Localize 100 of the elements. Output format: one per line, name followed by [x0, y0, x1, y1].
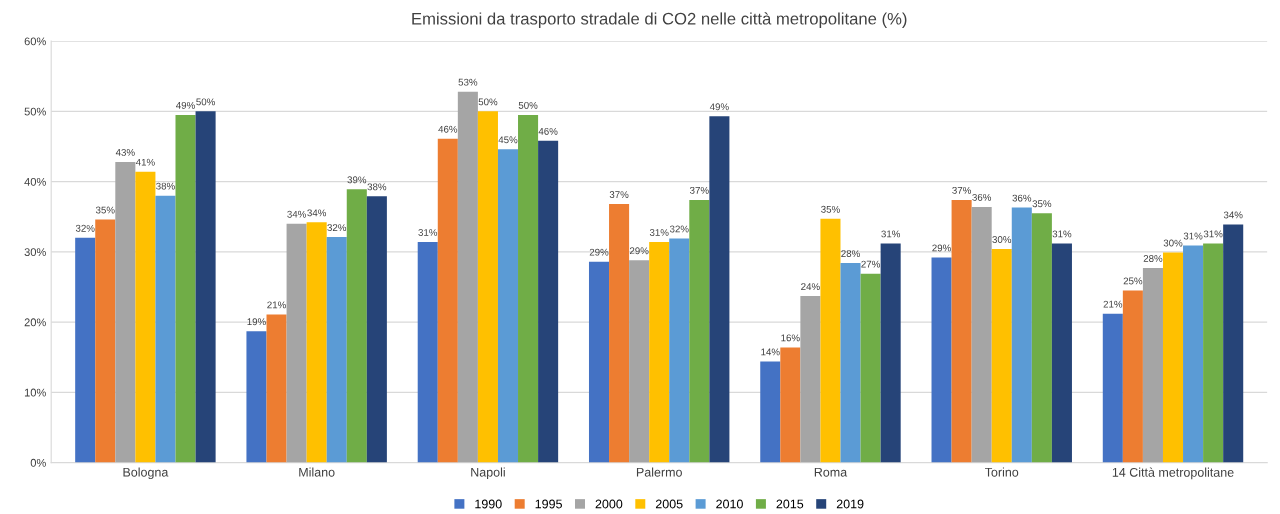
- bar: [266, 314, 287, 463]
- data-label: 50%: [518, 101, 538, 109]
- bar: [1183, 245, 1204, 463]
- data-label: 37%: [689, 186, 709, 194]
- bar: [951, 199, 972, 463]
- bar: [649, 242, 670, 463]
- data-label: 31%: [1183, 232, 1203, 240]
- y-tick-label: 60%: [24, 37, 46, 46]
- bar: [840, 263, 861, 463]
- data-label: 46%: [438, 125, 458, 133]
- data-label: 50%: [196, 98, 215, 106]
- x-tick-label: Bologna: [123, 467, 169, 480]
- data-label: 27%: [861, 260, 880, 268]
- y-tick-label: 30%: [24, 248, 46, 256]
- bar: [860, 273, 881, 463]
- data-label: 36%: [1012, 194, 1032, 202]
- data-label: 14%: [761, 348, 780, 356]
- data-label: 43%: [115, 148, 135, 156]
- data-label: 25%: [1123, 277, 1143, 285]
- y-tick-label: 50%: [24, 107, 46, 116]
- data-label: 39%: [347, 176, 367, 184]
- data-label: 38%: [367, 183, 387, 191]
- bar: [1162, 252, 1184, 463]
- bar: [477, 111, 498, 463]
- bar: [1011, 207, 1032, 463]
- data-label: 31%: [881, 230, 901, 238]
- legend-label: 1995: [535, 499, 562, 509]
- data-label: 46%: [538, 127, 558, 135]
- data-label: 31%: [1052, 230, 1072, 238]
- bar: [155, 195, 176, 463]
- data-label: 37%: [609, 191, 629, 198]
- data-label: 28%: [1143, 255, 1163, 262]
- x-tick-label: Roma: [814, 467, 848, 477]
- data-label: 29%: [932, 244, 951, 252]
- data-label: 34%: [287, 210, 306, 218]
- data-label: 32%: [669, 225, 689, 233]
- bar: [609, 204, 630, 463]
- y-tick-label: 10%: [24, 388, 46, 397]
- bar: [346, 189, 367, 463]
- bar: [175, 114, 196, 463]
- x-tick-label: Milano: [299, 467, 335, 477]
- x-tick-label: Palermo: [636, 467, 682, 477]
- data-label: 53%: [458, 78, 478, 86]
- legend-label: 2000: [595, 499, 623, 509]
- bar: [326, 237, 347, 463]
- data-label: 28%: [841, 250, 860, 258]
- bar: [709, 116, 730, 463]
- bar: [669, 238, 690, 463]
- bar: [780, 347, 801, 463]
- x-tick-label: 14 Città metropolitane: [1112, 467, 1234, 480]
- bar: [689, 199, 710, 463]
- data-label: 32%: [327, 224, 347, 232]
- data-label: 31%: [1203, 230, 1223, 238]
- data-label: 30%: [1163, 239, 1183, 247]
- bar: [417, 242, 438, 463]
- legend-label: 2010: [716, 499, 743, 509]
- data-label: 45%: [498, 136, 518, 144]
- data-label: 16%: [781, 334, 800, 342]
- bar: [880, 243, 901, 463]
- data-label: 37%: [952, 186, 971, 194]
- data-label: 31%: [418, 229, 438, 236]
- bar: [437, 138, 458, 463]
- data-label: 21%: [1103, 300, 1123, 308]
- bar: [115, 161, 136, 463]
- bar: [195, 111, 216, 463]
- chart-title: Emissioni da trasporto stradale di CO2 nelle città metropolitane (%): [412, 12, 907, 28]
- legend-label: 2005: [655, 499, 683, 509]
- data-label: 49%: [709, 103, 729, 111]
- bar: [306, 222, 327, 463]
- y-tick-label: 0%: [30, 458, 46, 467]
- data-label: 35%: [1032, 200, 1052, 208]
- bar: [457, 91, 478, 463]
- bar: [971, 206, 992, 463]
- bar: [1122, 290, 1143, 463]
- bar: [518, 114, 539, 463]
- y-tick-label: 20%: [24, 318, 46, 327]
- data-label: 31%: [649, 229, 669, 236]
- bar: [629, 260, 650, 463]
- data-label: 38%: [156, 182, 175, 190]
- bar: [1031, 213, 1052, 463]
- bar: [75, 237, 96, 463]
- legend-label: 1990: [475, 499, 502, 509]
- legend-label: 2015: [776, 499, 804, 509]
- data-label: 29%: [589, 248, 609, 256]
- bar: [135, 171, 156, 463]
- data-label: 21%: [267, 301, 286, 309]
- data-label: 35%: [95, 206, 115, 214]
- data-label: 50%: [478, 98, 498, 106]
- bar: [1223, 224, 1244, 463]
- data-label: 36%: [972, 193, 992, 201]
- bar: [1142, 268, 1163, 463]
- bar: [366, 196, 387, 463]
- bar: [1102, 313, 1123, 463]
- bar: [95, 219, 116, 463]
- bar: [760, 361, 781, 463]
- bar: [588, 261, 610, 463]
- data-label: 32%: [75, 224, 95, 232]
- data-label: 29%: [629, 247, 649, 255]
- bar: [820, 218, 841, 463]
- bar: [286, 223, 307, 463]
